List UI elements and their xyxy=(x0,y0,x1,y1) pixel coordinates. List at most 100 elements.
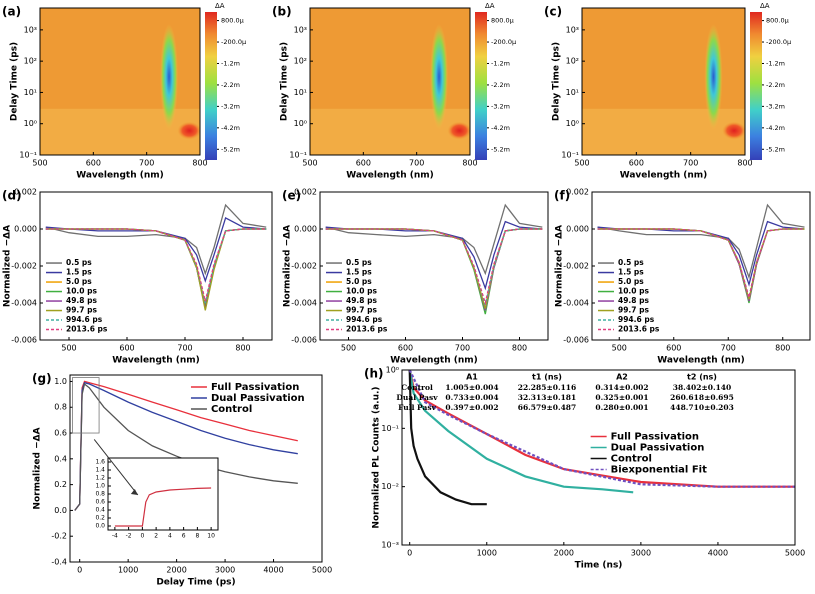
colorbar-tick-label: -4.2m xyxy=(491,124,510,132)
data-line xyxy=(597,203,805,280)
x-tick-label: 500 xyxy=(341,344,356,353)
panel-label: (e) xyxy=(282,189,301,203)
legend-label: 994.6 ps xyxy=(618,315,655,324)
heatmap-early xyxy=(582,108,745,155)
y-tick-label: -0.004 xyxy=(291,299,317,308)
x-tick-label: 700 xyxy=(455,344,470,353)
heatmap-early xyxy=(40,108,200,155)
plot-frame xyxy=(401,369,796,546)
colorbar-tick-label: -4.2m xyxy=(221,124,240,132)
plot-frame xyxy=(39,7,201,156)
panel-label: (b) xyxy=(272,5,292,19)
table-header: t2 (ns) xyxy=(687,373,717,382)
x-tick-label: 3000 xyxy=(215,566,235,575)
legend-label: 0.5 ps xyxy=(618,258,644,267)
y-tick-label: 1.2 xyxy=(95,475,105,482)
legend-label: Full Passivation xyxy=(211,382,299,393)
table-cell: 448.710±0.203 xyxy=(670,403,734,412)
data-line xyxy=(325,203,543,276)
y-tick-label: 0.6 xyxy=(95,499,105,506)
y-axis-label: Normalized PL Counts (a.u.) xyxy=(372,386,382,528)
panel-label: (d) xyxy=(2,189,22,203)
y-tick-label: 0.002 xyxy=(294,188,317,197)
y-axis-label: Normalized −ΔA xyxy=(33,427,43,509)
x-tick-label: 600 xyxy=(629,159,644,168)
legend-label: 2013.6 ps xyxy=(618,325,660,334)
plot-area xyxy=(597,203,805,304)
colorbar xyxy=(205,12,217,160)
y-tick-label: 0.6 xyxy=(54,429,67,438)
y-tick-label: 1.6 xyxy=(95,459,105,466)
x-tick-label: 4000 xyxy=(708,549,728,558)
data-line xyxy=(74,381,298,511)
colorbar-tick-label: -4.2m xyxy=(766,124,785,132)
x-tick-label: 800 xyxy=(512,344,527,353)
x-tick-label: -4 xyxy=(112,533,118,540)
colorbar xyxy=(750,12,762,160)
y-tick-label: 0.4 xyxy=(54,454,67,463)
x-tick-label: 800 xyxy=(235,344,250,353)
legend-label: Dual Passivation xyxy=(211,393,305,404)
data-line xyxy=(408,370,795,488)
hot-spot xyxy=(447,121,470,140)
legend-label: 2013.6 ps xyxy=(66,325,108,334)
colorbar-tick-label: -2.2m xyxy=(766,81,785,89)
y-tick-label: 0.0 xyxy=(95,523,105,530)
panel-label: (c) xyxy=(544,5,562,19)
x-tick-label: 700 xyxy=(409,159,424,168)
legend-label: Dual Passivation xyxy=(611,443,705,454)
legend-label: 2013.6 ps xyxy=(346,325,388,334)
table-cell: Control xyxy=(401,383,433,392)
bleach-band xyxy=(430,23,449,130)
y-tick-label: 0.000 xyxy=(14,225,37,234)
x-tick-label: 2000 xyxy=(166,566,186,575)
legend-label: 994.6 ps xyxy=(66,315,103,324)
y-tick-label: 10³ xyxy=(294,25,307,34)
colorbar-tick-label: -1.2m xyxy=(766,59,785,67)
data-line xyxy=(45,216,267,283)
table-cell: Dual Pasv xyxy=(396,393,438,402)
x-tick-label: 4000 xyxy=(263,566,283,575)
x-axis-label: Wavelength (nm) xyxy=(390,356,478,366)
x-axis-label: Time (ns) xyxy=(575,561,623,571)
legend-label: 10.0 ps xyxy=(618,287,649,296)
x-tick-label: 500 xyxy=(32,159,47,168)
hot-spot xyxy=(722,121,745,140)
y-tick-label: 1.0 xyxy=(95,483,105,490)
x-tick-label: 600 xyxy=(398,344,413,353)
plot-frame xyxy=(581,7,746,156)
y-tick-label: 10¹ xyxy=(566,88,579,97)
table-cell: 0.325±0.001 xyxy=(595,393,648,402)
plot-area xyxy=(310,8,470,155)
x-tick-label: 0 xyxy=(140,533,144,540)
colorbar-tick-label: -3.2m xyxy=(766,102,785,110)
y-tick-label: 1.4 xyxy=(95,467,105,474)
zoom-arrow-head xyxy=(130,488,138,495)
x-tick-label: 1000 xyxy=(477,549,497,558)
y-tick-label: 10⁰ xyxy=(24,119,37,128)
legend-label: Control xyxy=(611,454,652,465)
x-tick-label: 500 xyxy=(574,159,589,168)
x-tick-label: 4 xyxy=(168,533,172,540)
panel-label: (a) xyxy=(2,5,21,19)
legend-label: 49.8 ps xyxy=(346,296,377,305)
data-line xyxy=(408,370,487,506)
table-cell: 66.579±0.487 xyxy=(518,403,576,412)
data-line xyxy=(45,228,267,302)
x-tick-label: 3000 xyxy=(631,549,651,558)
colorbar-label: ΔA xyxy=(215,2,225,10)
y-tick-label: -0.006 xyxy=(563,336,589,345)
legend-label: 5.0 ps xyxy=(618,277,644,286)
panel-label: (f) xyxy=(554,189,570,203)
x-tick-label: 700 xyxy=(139,159,154,168)
plot-area xyxy=(40,8,200,155)
y-tick-label: 0.000 xyxy=(294,225,317,234)
x-tick-label: 1000 xyxy=(118,566,138,575)
x-tick-label: 800 xyxy=(462,159,477,168)
table-header: A2 xyxy=(616,373,628,382)
legend-label: Full Passivation xyxy=(611,432,699,443)
x-tick-label: 0 xyxy=(407,549,412,558)
data-line xyxy=(74,380,298,511)
y-tick-label: -0.006 xyxy=(11,336,37,345)
